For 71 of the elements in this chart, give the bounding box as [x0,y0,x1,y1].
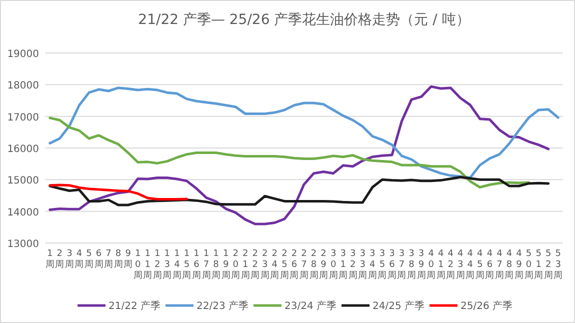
x-tick-label: 23周 [260,249,270,281]
x-tick-label: 39周 [416,249,426,281]
y-tick-label: 14000 [7,207,39,218]
x-tick-label: 52周 [544,249,553,281]
x-tick-label: 35周 [378,249,387,281]
y-tick-label: 17000 [7,112,39,124]
x-tick-label: 21周 [240,249,250,281]
x-tick-label: 37周 [397,249,406,281]
x-tick-label: 3周 [64,249,74,270]
line-series [48,184,188,201]
x-tick-label: 43周 [456,249,465,281]
x-tick-label: 41周 [436,249,446,281]
line-series [48,85,550,226]
y-tick-label: 16000 [7,144,39,155]
x-tick-label: 6周 [94,249,104,270]
x-tick-label: 4周 [74,249,84,270]
y-tick-label: 13000 [7,239,39,250]
x-tick-label: 12周 [152,249,162,281]
y-tick-label: 19000 [7,49,39,60]
x-tick-label: 13周 [162,249,172,281]
x-tick-label: 44周 [466,249,475,281]
line-series [48,116,530,189]
x-tick-label: 53周 [554,249,563,281]
x-tick-label: 51周 [534,249,544,281]
chart-title: 21/22 产季— 25/26 产季花生油价格走势（元 / 吨） [138,12,470,28]
x-tick-label: 29周 [319,249,328,281]
x-tick-label: 16周 [192,249,201,281]
x-tick-label: 17周 [202,249,211,281]
legend-label: 21/22 产季 [108,300,160,312]
x-tick-label: 9周 [124,249,133,270]
x-tick-label: 49周 [514,249,524,281]
x-tick-label: 26周 [290,249,299,281]
x-tick-label: 19周 [221,249,230,281]
legend-label: 24/25 产季 [372,300,424,312]
x-tick-label: 25周 [280,249,289,281]
x-tick-label: 33周 [358,249,368,281]
x-tick-label: 7周 [104,249,114,270]
legend-label: 25/26 产季 [460,300,512,312]
x-tick-label: 8周 [114,249,123,270]
x-tick-label: 10周 [133,249,142,281]
x-tick-label: 18周 [212,249,221,281]
x-tick-label: 31周 [338,249,348,281]
x-tick-label: 1周 [45,249,54,270]
x-tick-label: 48周 [504,249,514,281]
x-tick-label: 45周 [475,249,484,281]
legend-label: 23/24 产季 [284,300,336,312]
x-tick-label: 40周 [426,249,436,281]
x-tick-label: 42周 [446,249,456,281]
x-tick-label: 24周 [270,249,280,281]
line-series [48,86,560,180]
x-tick-label: 11周 [143,249,152,281]
x-tick-label: 50周 [524,249,534,281]
x-tick-label: 27周 [300,249,308,281]
x-tick-label: 28周 [309,249,318,281]
line-series [48,176,550,206]
x-tick-label: 30周 [328,249,338,281]
x-tick-label: 46周 [485,249,494,281]
x-tick-label: 5周 [84,249,94,270]
x-tick-label: 14周 [172,249,182,281]
x-tick-label: 36周 [387,249,396,281]
y-tick-label: 15000 [7,176,39,187]
x-tick-label: 2周 [55,249,64,270]
x-tick-label: 32周 [348,249,358,281]
x-tick-label: 15周 [182,249,192,281]
y-tick-label: 18000 [7,80,39,92]
x-tick-label: 20周 [231,249,240,281]
x-tick-label: 38周 [407,249,416,281]
legend-label: 22/23 产季 [196,300,248,312]
x-tick-label: 22周 [250,249,260,281]
x-tick-label: 34周 [368,249,377,281]
x-tick-label: 47周 [494,249,504,281]
